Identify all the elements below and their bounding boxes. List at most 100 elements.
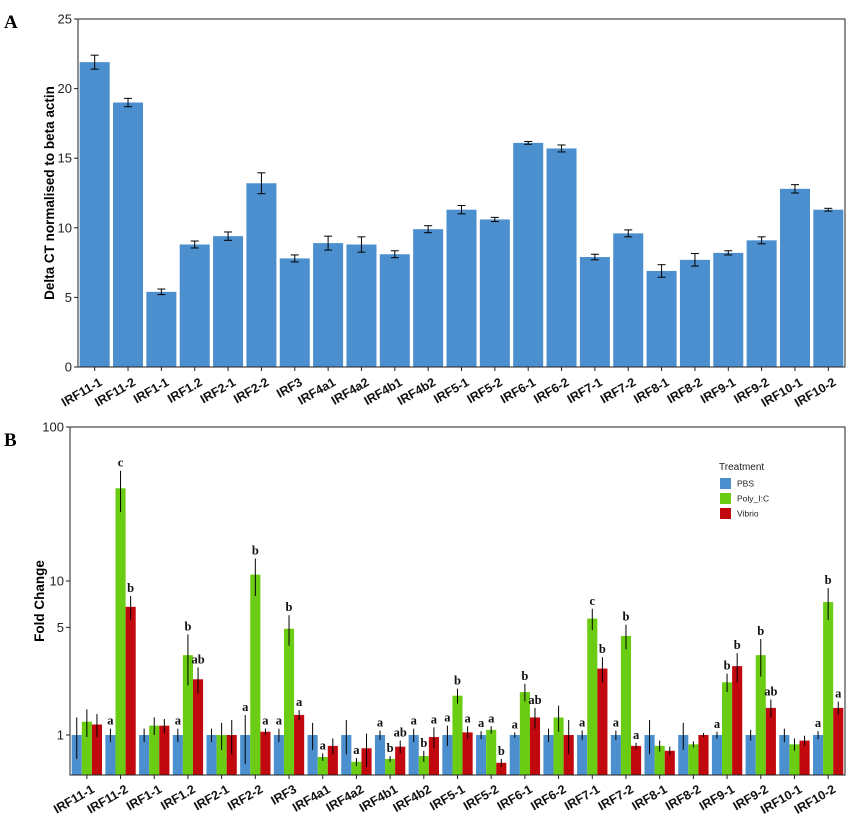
bar-irf8-1-vibrio — [664, 750, 675, 775]
significance-label-irf1-2-poly-i-c: b — [184, 619, 191, 633]
bar-irf10-1-poly-i-c — [789, 744, 800, 775]
bar-irf11-2-pbs — [105, 735, 116, 775]
x-tick-label-irf8-1: IRF8-1 — [629, 782, 669, 813]
x-tick-label-irf5-1: IRF5-1 — [431, 375, 471, 406]
bar-irf9-1 — [713, 252, 744, 367]
y-tick-label-25: 25 — [58, 12, 72, 27]
legend-label-poly-i-c: Poly_I:C — [737, 494, 769, 504]
significance-label-irf10-2-vibrio: a — [835, 687, 842, 701]
bar-irf10-2-pbs — [812, 735, 824, 775]
bar-irf1-2-vibrio — [192, 679, 204, 775]
bar-irf4b1-vibrio — [395, 746, 406, 775]
significance-label-irf7-2-pbs: a — [613, 715, 620, 729]
x-tick-label-irf6-2: IRF6-2 — [528, 782, 568, 813]
bar-irf4a2 — [346, 244, 377, 367]
bar-irf3 — [279, 258, 310, 367]
significance-label-irf5-2-vibrio: b — [498, 744, 505, 758]
bar-irf4b2-poly-i-c — [418, 756, 429, 775]
significance-label-irf1-2-pbs: a — [175, 714, 182, 728]
bar-irf9-2-pbs — [745, 735, 756, 775]
significance-label-irf4b1-poly-i-c: b — [387, 741, 394, 755]
bar-irf7-2-vibrio — [631, 745, 642, 775]
bar-irf11-2-poly-i-c — [115, 488, 126, 775]
bar-irf6-2-pbs — [543, 735, 554, 775]
bar-irf7-2 — [613, 233, 644, 367]
bar-irf4b1-pbs — [374, 735, 386, 775]
x-tick-label-irf1-2: IRF1.2 — [165, 375, 205, 406]
x-tick-label-irf2-2: IRF2-2 — [225, 782, 265, 813]
bar-irf9-1-poly-i-c — [722, 682, 733, 775]
bar-irf7-1-vibrio — [597, 668, 608, 775]
x-tick-label-irf1-1: IRF1-1 — [131, 375, 171, 406]
x-tick-label-irf5-1: IRF5-1 — [427, 782, 467, 813]
significance-label-irf4b1-vibrio: ab — [394, 726, 407, 740]
significance-label-irf4b2-pbs: a — [411, 714, 418, 728]
bar-irf10-1 — [779, 188, 810, 367]
bar-irf6-2-vibrio — [563, 735, 574, 775]
bar-irf11-1-poly-i-c — [81, 721, 92, 775]
significance-label-irf10-2-pbs: a — [815, 716, 822, 730]
legend-label-pbs: PBS — [737, 479, 754, 489]
y-tick-label-1: 1 — [57, 728, 64, 743]
bar-irf6-1-pbs — [509, 735, 520, 775]
significance-label-irf7-1-pbs: a — [579, 715, 586, 729]
bar-irf4a1-vibrio — [327, 745, 338, 775]
significance-label-irf3-vibrio: a — [296, 695, 303, 709]
bar-irf3-pbs — [273, 735, 284, 775]
y-tick-label-10: 10 — [58, 220, 72, 235]
significance-label-irf3-poly-i-c: b — [286, 600, 293, 614]
bar-irf1-1-vibrio — [159, 725, 170, 775]
bar-irf10-1-pbs — [779, 735, 790, 775]
bar-irf4b2-vibrio — [428, 737, 439, 775]
significance-label-irf11-2-pbs: a — [107, 714, 114, 728]
x-tick-label-irf6-1: IRF6-1 — [498, 375, 538, 406]
significance-label-irf9-1-pbs: a — [714, 717, 721, 731]
bar-irf2-2-poly-i-c — [250, 574, 261, 775]
y-axis-label: Delta CT normalised to beta actin — [42, 86, 57, 300]
significance-label-irf4a2-poly-i-c: a — [353, 743, 360, 757]
significance-label-irf1-2-vibrio: ab — [191, 652, 204, 666]
y-tick-label-0: 0 — [65, 360, 72, 375]
bar-irf8-2-vibrio — [698, 735, 709, 775]
x-tick-label-irf4a1: IRF4a1 — [296, 375, 339, 408]
bar-irf8-2-pbs — [678, 735, 689, 775]
bar-irf9-1-pbs — [711, 735, 723, 775]
significance-label-irf3-pbs: a — [276, 714, 283, 728]
bar-irf5-1 — [446, 209, 477, 367]
y-tick-label-20: 20 — [58, 81, 72, 96]
x-tick-label-irf9-1: IRF9-1 — [697, 782, 737, 813]
bar-irf4a2-poly-i-c — [351, 761, 362, 775]
x-tick-label-irf4b2: IRF4b2 — [391, 782, 434, 815]
x-tick-label-irf4b1: IRF4b1 — [357, 782, 400, 815]
significance-label-irf4b2-vibrio: a — [431, 712, 438, 726]
bar-irf3-poly-i-c — [283, 628, 295, 775]
significance-label-irf7-1-vibrio: b — [599, 642, 606, 656]
legend-title: Treatment — [719, 462, 764, 473]
bar-irf7-1 — [579, 257, 610, 367]
bar-irf2-2 — [246, 183, 277, 367]
bar-irf2-2-vibrio — [260, 731, 271, 775]
bar-irf5-2 — [479, 219, 510, 367]
bar-irf9-2-poly-i-c — [755, 655, 766, 775]
legend-swatch-poly-i-c — [720, 493, 731, 504]
significance-label-irf6-1-vibrio: ab — [528, 693, 541, 707]
bar-irf11-1 — [79, 62, 110, 367]
significance-label-irf4a1-poly-i-c: a — [320, 738, 327, 752]
panel-b-chart: IRF11-1acbIRF11-2IRF1-1ababIRF1.2IRF2-1a… — [32, 420, 846, 817]
bar-irf5-1-vibrio — [462, 732, 473, 775]
legend-swatch-pbs — [720, 478, 731, 489]
bar-irf10-2-vibrio — [833, 707, 844, 775]
bar-irf1-1-pbs — [139, 735, 150, 775]
significance-label-irf5-2-poly-i-c: a — [488, 711, 495, 725]
significance-label-irf5-2-pbs: a — [478, 716, 485, 730]
significance-label-irf5-1-vibrio: a — [464, 711, 471, 725]
x-tick-label-irf5-2: IRF5-2 — [461, 782, 501, 813]
significance-label-irf4b1-pbs: a — [377, 715, 384, 729]
y-axis-label: Fold Change — [32, 560, 47, 642]
x-tick-label-irf7-2: IRF7-2 — [596, 782, 636, 813]
bar-irf6-1-poly-i-c — [519, 692, 530, 775]
significance-label-irf5-1-poly-i-c: b — [454, 674, 461, 688]
bar-irf9-1-vibrio — [732, 666, 743, 775]
bar-irf9-2 — [746, 240, 777, 367]
